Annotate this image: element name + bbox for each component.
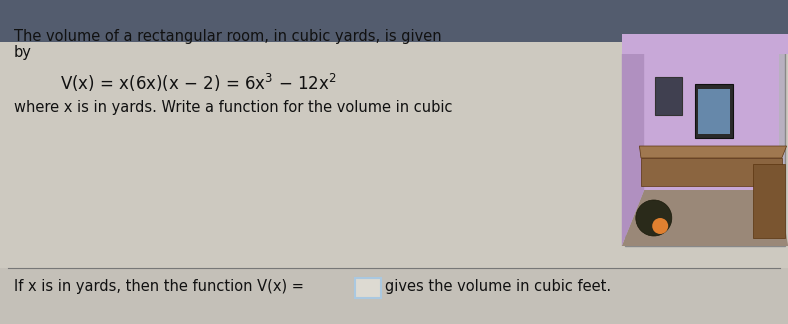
Polygon shape	[622, 190, 788, 246]
Text: by: by	[14, 45, 32, 60]
Bar	[0, 0, 788, 42]
Bar	[0, 268, 788, 324]
Text: The volume of a rectangular room, in cubic yards, is given: The volume of a rectangular room, in cub…	[14, 29, 441, 44]
Text: where x is in yards. Write a function for the volume in cubic: where x is in yards. Write a function fo…	[14, 100, 452, 115]
Bar	[753, 164, 785, 238]
Circle shape	[652, 218, 668, 234]
Bar	[655, 77, 682, 115]
Circle shape	[636, 200, 672, 236]
Text: gives the volume in cubic feet.: gives the volume in cubic feet.	[385, 279, 611, 294]
Text: If x is in yards, then the function V(x) =: If x is in yards, then the function V(x)…	[14, 279, 304, 294]
Bar	[698, 89, 730, 134]
Bar	[695, 84, 733, 138]
Polygon shape	[639, 146, 786, 158]
Polygon shape	[622, 54, 645, 246]
Bar	[622, 34, 788, 54]
Bar	[645, 54, 779, 190]
Text: V(x) = x(6x)(x $-$ 2) = 6x$^3$ $-$ 12x$^2$: V(x) = x(6x)(x $-$ 2) = 6x$^3$ $-$ 12x$^…	[60, 72, 336, 94]
Bar	[625, 46, 785, 246]
Bar	[641, 158, 782, 186]
Bar	[355, 278, 381, 298]
Bar	[0, 42, 788, 268]
